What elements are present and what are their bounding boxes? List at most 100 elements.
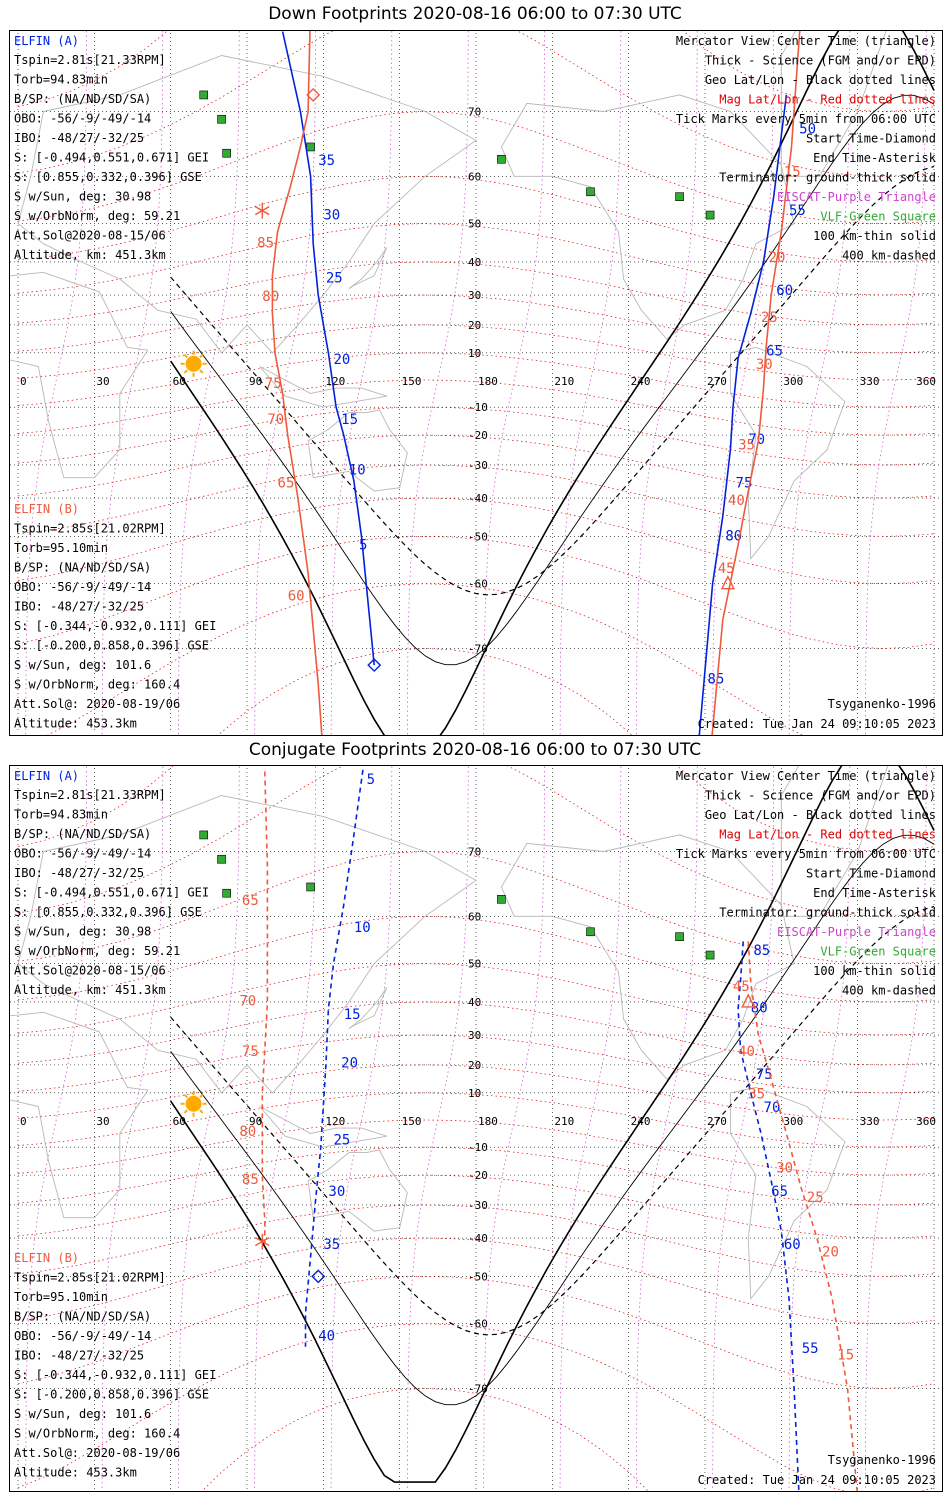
mag-meridian [406, 3, 469, 757]
elfin-a-line: Altitude, km: 451.3km [14, 983, 166, 997]
elfin-a-line: Tspin=2.81s[21.33RPM] [14, 53, 166, 67]
legend-entry: Tick Marks every 5min from 06:00 UTC [676, 112, 936, 126]
track-tick-label: 25 [807, 1190, 824, 1206]
elfin-a-line: Att.Sol@2020-08-15/06 [14, 229, 166, 243]
lat-tick-label: -40 [468, 492, 488, 505]
mag-meridian [483, 743, 546, 1497]
elfin-a-line: S w/Sun, deg: 30.98 [14, 925, 151, 939]
lat-tick-label: -20 [468, 429, 488, 442]
elfin-a-line: S w/OrbNorm, deg: 59.21 [14, 209, 180, 223]
lat-tick-label: -30 [468, 459, 488, 472]
legend-entry: VLF-Green Square [820, 210, 936, 224]
track-line [709, 3, 803, 757]
track-tick-label: 85 [753, 943, 770, 959]
vlf-station-square [586, 927, 595, 937]
elfin-a-line: B/SP: (NA/ND/SD/SA) [14, 92, 151, 106]
elfin-a-line: S: [-0.494,0.551,0.671] GEI [14, 886, 209, 900]
conjugate-footprints-panel: 0 30 60 90 120 150 180 210 240 270 300 330 360 -70 -60… [0, 707, 943, 1498]
mag-meridian [330, 743, 393, 1497]
elfin-a-line: IBO: -48/27/-32/25 [14, 131, 144, 145]
footprint-track: 85 80 75 70 65 60 55 [737, 941, 819, 1497]
elfin-b-line: Tspin=2.85s[21.02RPM] [14, 522, 166, 536]
mag-parallel [17, 1064, 935, 1121]
track-tick-label: 20 [769, 250, 786, 266]
vlf-station-square [497, 154, 506, 164]
track-tick-label: 10 [349, 462, 366, 478]
elfin-b-name: ELFIN (B) [14, 1251, 79, 1265]
mag-parallel [17, 1119, 935, 1176]
mag-parallel [17, 464, 935, 537]
asterisk-stroke [254, 1236, 270, 1247]
track-tick-label: 80 [751, 1000, 768, 1016]
lat-tick-label: 10 [468, 1087, 481, 1100]
lat-tick-label: -10 [468, 1141, 488, 1154]
lon-tick-label: 150 [402, 375, 422, 388]
lon-tick-label: 0 [20, 1115, 27, 1128]
track-tick-label: 30 [776, 1160, 793, 1176]
mag-meridian [25, 3, 88, 757]
elfin-b-line: S: [-0.344,-0.932,0.111] GEI [14, 1368, 216, 1382]
lon-tick-label: 150 [402, 1115, 422, 1128]
landmass [0, 271, 149, 479]
landmass [17, 795, 477, 1094]
track-tick-label: 15 [784, 164, 801, 180]
legend-entry: Terminator: ground-thick solid [719, 171, 936, 185]
vlf-station-square [705, 210, 715, 220]
elfin-a-line: IBO: -48/27/-32/25 [14, 866, 144, 880]
lat-tick-label: 70 [468, 846, 481, 859]
vlf-station-square [199, 90, 209, 100]
track-tick-label: 10 [354, 920, 371, 936]
track-tick-label: 85 [708, 672, 725, 688]
track-tick-label: 70 [764, 1100, 781, 1116]
terminator-400km [170, 165, 935, 596]
elfin-a-name: ELFIN (A) [14, 769, 79, 783]
mag-meridian [559, 743, 622, 1497]
end-asterisk [254, 1233, 270, 1250]
track-tick-label: 85 [242, 1172, 259, 1188]
track-tick-label: 65 [766, 344, 783, 360]
legend-entry: Thick - Science (FGM and/or EPD) [705, 789, 936, 803]
panel-title-down: Down Footprints 2020-08-16 06:00 to 07:3… [268, 4, 682, 24]
footprint-track: 65 70 75 80 85 [239, 771, 270, 1250]
elfin-b-line: S w/Sun, deg: 101.6 [14, 658, 151, 672]
track-tick-label: 40 [728, 493, 745, 509]
terminator-group [170, 757, 935, 1483]
track-tick-label: 80 [725, 529, 742, 545]
down-footprints-panel: 0 30 60 90 120 150 180 210 240 270 300 330 360 -70 -60… [0, 0, 943, 758]
lat-tick-label: 40 [468, 256, 481, 269]
lat-tick-label: -30 [468, 1199, 488, 1212]
legend-entry: 400 km-dashed [842, 984, 936, 998]
elfin-a-line: S: [0.855,0.332,0.396] GSE [14, 905, 202, 919]
lon-tick-label: 210 [554, 375, 574, 388]
vlf-station-square [705, 950, 715, 960]
sun-icon [180, 350, 207, 377]
track-tick-label: 30 [756, 357, 773, 373]
track-tick-label: 70 [239, 993, 256, 1009]
mag-parallel [17, 583, 935, 758]
footprint-track: 45 40 35 30 25 20 15 [733, 941, 859, 1497]
elfin-a-line: Tspin=2.81s[21.33RPM] [14, 788, 166, 802]
track-tick-label: 25 [761, 310, 778, 326]
lon-tick-label: 360 [916, 1115, 936, 1128]
legend-entry: Thick - Science (FGM and/or EPD) [705, 54, 936, 68]
track-tick-label: 25 [326, 270, 343, 286]
vlf-station-square [306, 142, 315, 152]
lat-tick-label: -50 [468, 530, 488, 543]
track-line [696, 94, 788, 757]
lon-tick-label: 180 [478, 1115, 498, 1128]
mag-meridian [483, 3, 546, 757]
landmass [307, 409, 408, 492]
sun-icon [180, 1090, 207, 1117]
legend-entry: 100 km-thin solid [813, 964, 936, 978]
terminator-400km [170, 905, 935, 1336]
mag-meridian [177, 743, 240, 1497]
track-tick-label: 20 [822, 1244, 839, 1260]
track-tick-label: 55 [789, 203, 806, 219]
track-tick-label: 75 [242, 1044, 259, 1060]
legend-entry: Start Time-Diamond [806, 867, 936, 881]
footprint-track: 35 30 25 20 15 10 5 [281, 31, 382, 673]
elfin-b-line: B/SP: (NA/ND/SD/SA) [14, 1310, 151, 1324]
landmass [500, 834, 795, 1080]
track-tick-label: 85 [257, 235, 274, 251]
track-tick-label: 55 [802, 1341, 819, 1357]
